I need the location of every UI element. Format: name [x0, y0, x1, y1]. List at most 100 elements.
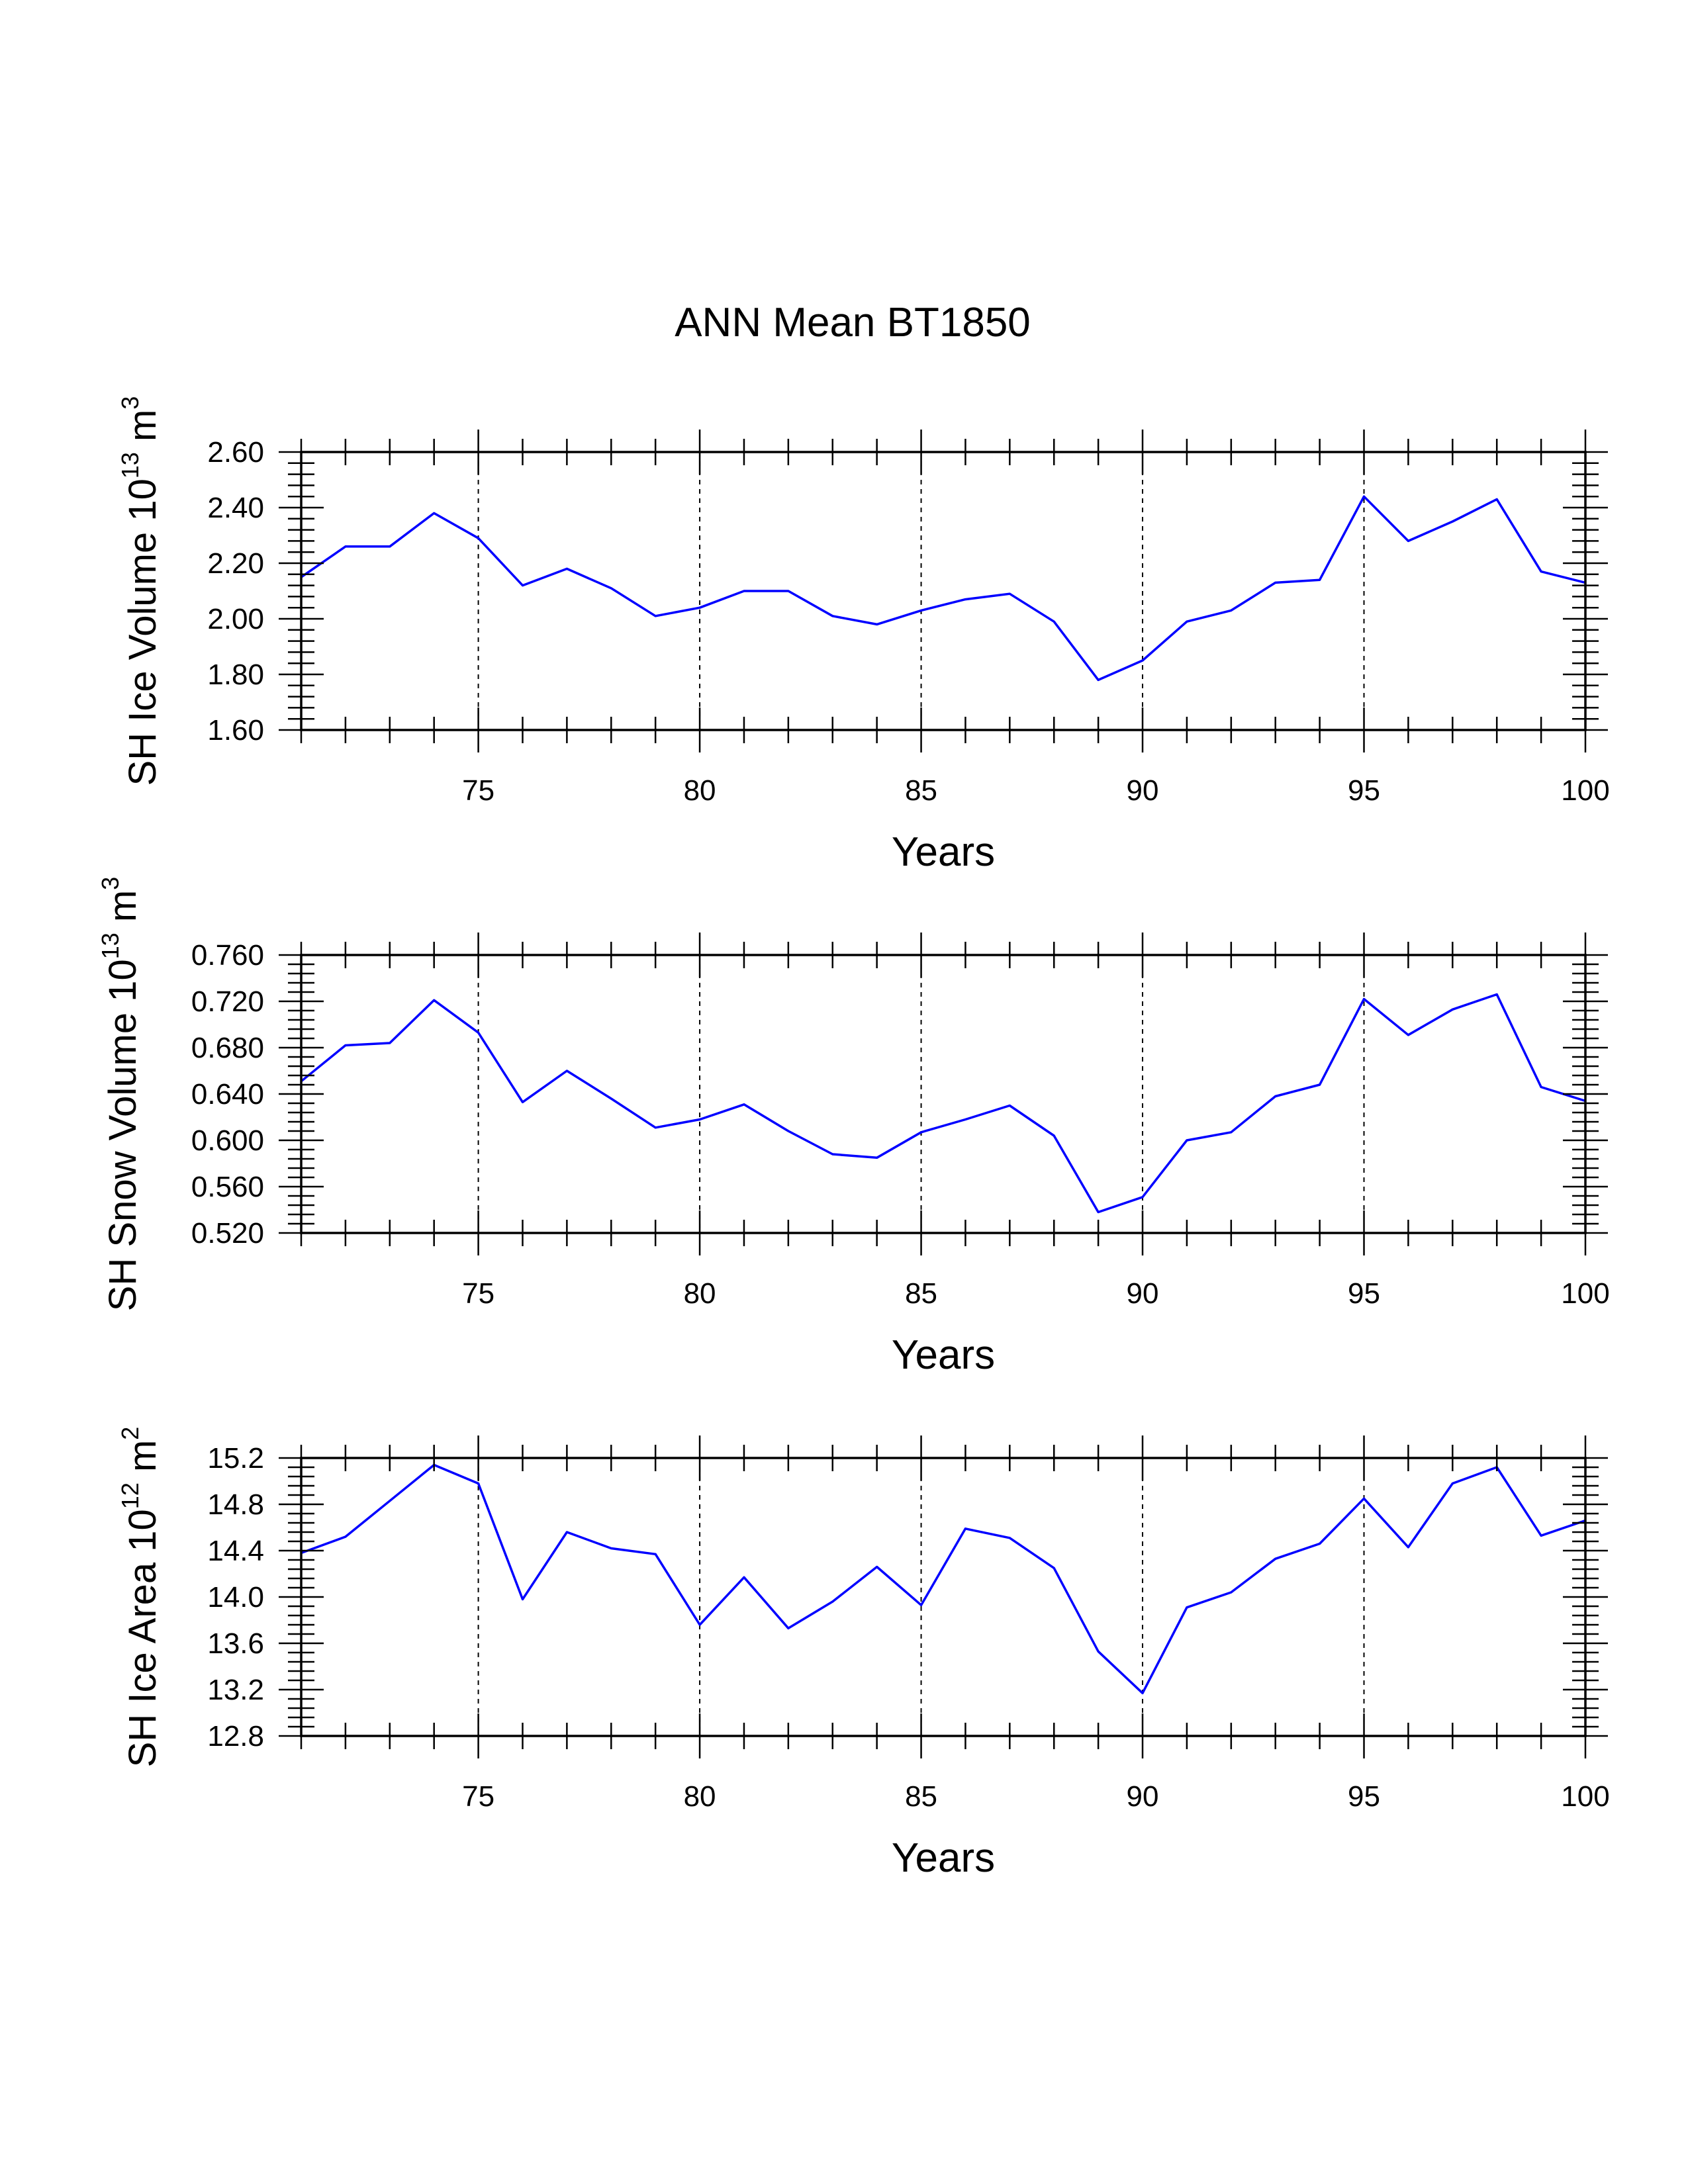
y-axis-label: SH Snow Volume 1013 m3 [97, 877, 144, 1311]
y-tick-label: 13.2 [207, 1674, 264, 1706]
data-point [1407, 1034, 1409, 1036]
data-point [610, 587, 612, 590]
data-point [610, 1097, 612, 1100]
data-point [920, 1604, 923, 1606]
y-axis-label: SH Ice Area 1012 m2 [117, 1427, 164, 1768]
data-point [610, 1547, 612, 1549]
y-tick-label: 0.680 [191, 1032, 264, 1064]
data-point [1451, 520, 1454, 523]
data-point [1097, 678, 1100, 681]
data-point [1540, 570, 1542, 573]
y-tick-label: 14.4 [207, 1535, 264, 1567]
data-point [521, 1598, 524, 1600]
data-point [1540, 1086, 1542, 1088]
data-point [698, 1118, 701, 1120]
y-tick-label: 15.2 [207, 1442, 264, 1475]
data-point [787, 590, 790, 592]
data-point [389, 545, 391, 548]
y-tick-label: 0.760 [191, 939, 264, 972]
data-point [1495, 993, 1498, 995]
data-point [344, 1044, 347, 1046]
y-tick-label: 12.8 [207, 1720, 264, 1752]
data-point [831, 1153, 834, 1156]
data-point [1141, 1692, 1144, 1694]
x-tick-label: 80 [684, 774, 716, 807]
y-tick-label: 1.80 [207, 659, 264, 691]
x-tick-label: 75 [462, 1277, 494, 1310]
y-tick-label: 2.40 [207, 492, 264, 524]
x-tick-label: 85 [905, 774, 937, 807]
data-point [1451, 1008, 1454, 1011]
data-point [477, 537, 480, 539]
data-point [1363, 495, 1366, 498]
x-tick-label: 90 [1127, 1780, 1159, 1813]
y-axis-label: SH Ice Volume 1013 m3 [117, 396, 164, 786]
data-point [1097, 1211, 1100, 1213]
series-line [301, 1463, 1586, 1695]
data-point [743, 1576, 745, 1578]
data-point [743, 590, 745, 592]
data-point [521, 1101, 524, 1103]
data-point [1053, 1134, 1055, 1137]
x-tick-label: 95 [1348, 1780, 1380, 1813]
y-tick-label: 2.20 [207, 547, 264, 580]
data-point [698, 606, 701, 609]
data-point [1230, 1591, 1233, 1594]
data-point [920, 1131, 923, 1134]
x-tick-label: 75 [462, 774, 494, 807]
data-point [1008, 1537, 1011, 1539]
data-point [1319, 1543, 1321, 1545]
plot-frame [300, 451, 1587, 731]
y-tick-label: 0.520 [191, 1217, 264, 1250]
data-point [433, 999, 436, 1001]
plot-frame [300, 954, 1587, 1234]
data-point [1451, 1482, 1454, 1484]
y-tick-label: 14.8 [207, 1488, 264, 1521]
data-point [1319, 1083, 1321, 1086]
data-point [1363, 998, 1366, 1000]
data-point [787, 1130, 790, 1132]
data-point [433, 512, 436, 514]
x-tick-label: 80 [684, 1780, 716, 1813]
data-point [1274, 1095, 1277, 1097]
y-tick-label: 0.600 [191, 1124, 264, 1157]
data-point [831, 615, 834, 617]
data-point [1407, 539, 1409, 542]
data-point [876, 1156, 878, 1159]
data-point [698, 1623, 701, 1626]
x-tick-label: 85 [905, 1277, 937, 1310]
data-point [1495, 498, 1498, 500]
data-point [344, 545, 347, 548]
data-point [1097, 1650, 1100, 1653]
data-point [964, 598, 966, 601]
data-point [1186, 620, 1188, 623]
series-line [301, 495, 1586, 682]
data-point [1008, 592, 1011, 595]
data-point [831, 1600, 834, 1603]
data-point [1053, 620, 1055, 623]
data-point [344, 1535, 347, 1538]
x-axis-label: Years [892, 1332, 995, 1378]
data-point [1230, 609, 1233, 612]
data-point [1274, 1557, 1277, 1560]
data-point [1319, 578, 1321, 581]
y-tick-label: 14.0 [207, 1581, 264, 1614]
plot-frame [300, 1457, 1587, 1737]
data-point [743, 1103, 745, 1106]
data-point [1274, 581, 1277, 584]
data-point [1186, 1139, 1188, 1142]
data-point [389, 1500, 391, 1502]
y-tick-label: 2.60 [207, 436, 264, 469]
x-tick-label: 95 [1348, 1277, 1380, 1310]
x-axis-label: Years [892, 829, 995, 875]
x-tick-label: 95 [1348, 774, 1380, 807]
panel-ice-volume: 75 80 85 90 95 100 1.60 1.80 2.00 2.20 2.40 2.60 Yea… [117, 396, 1610, 875]
data-point [565, 567, 568, 570]
data-point [1540, 1534, 1542, 1537]
data-point [1230, 1131, 1233, 1134]
y-tick-label: 0.640 [191, 1078, 264, 1111]
data-point [964, 1118, 966, 1120]
data-point [1141, 1196, 1144, 1199]
x-tick-label: 100 [1561, 1780, 1609, 1813]
